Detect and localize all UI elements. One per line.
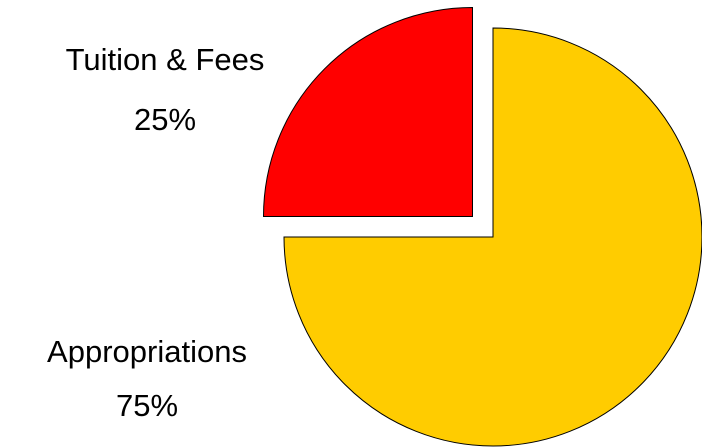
- pie-slice: [262, 6, 473, 217]
- slice-value-label: 25%: [134, 102, 196, 137]
- slice-label: Tuition & Fees: [66, 42, 265, 77]
- slice-label: Appropriations: [47, 334, 247, 369]
- slice-value-label: 75%: [116, 388, 178, 423]
- pie-slice: [283, 27, 702, 447]
